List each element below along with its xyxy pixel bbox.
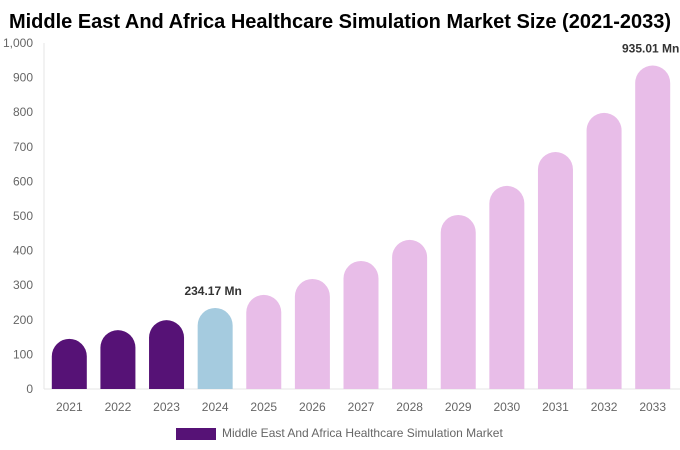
legend[interactable]: Middle East And Africa Healthcare Simula… <box>176 426 503 440</box>
y-tick-label: 600 <box>13 174 33 188</box>
bar-2024[interactable] <box>197 307 233 389</box>
x-tick-label: 2021 <box>56 400 83 414</box>
bar-2030[interactable] <box>489 185 525 389</box>
bar-2025[interactable] <box>246 294 282 389</box>
x-tick-label: 2024 <box>202 400 229 414</box>
x-tick-label: 2027 <box>348 400 375 414</box>
bar-2027[interactable] <box>343 260 379 389</box>
x-tick-label: 2025 <box>250 400 277 414</box>
legend-label: Middle East And Africa Healthcare Simula… <box>222 426 503 440</box>
y-tick-label: 900 <box>13 71 33 85</box>
bar-2032[interactable] <box>586 112 622 390</box>
data-label: 234.17 Mn <box>184 284 241 298</box>
y-tick-label: 300 <box>13 278 33 292</box>
y-tick-label: 800 <box>13 105 33 119</box>
bars <box>51 65 671 390</box>
bar-2023[interactable] <box>149 320 185 389</box>
x-tick-label: 2028 <box>396 400 423 414</box>
x-tick-label: 2030 <box>493 400 520 414</box>
y-tick-label: 1,000 <box>3 36 33 50</box>
bar-2022[interactable] <box>100 330 136 389</box>
bar-2029[interactable] <box>440 214 476 389</box>
y-tick-label: 100 <box>13 347 33 361</box>
y-tick-label: 400 <box>13 244 33 258</box>
y-tick-label: 200 <box>13 313 33 327</box>
bar-2028[interactable] <box>392 239 428 389</box>
data-labels: 234.17 Mn 935.01 Mn <box>184 41 679 297</box>
x-tick-label: 2032 <box>591 400 618 414</box>
chart-title: Middle East And Africa Healthcare Simula… <box>9 11 671 33</box>
x-tick-label: 2026 <box>299 400 326 414</box>
y-tick-label: 700 <box>13 140 33 154</box>
x-tick-label: 2029 <box>445 400 472 414</box>
x-tick-label: 2031 <box>542 400 569 414</box>
x-tick-label: 2022 <box>105 400 132 414</box>
x-axis: 2021 2022 2023 2024 2025 2026 2027 2028 2029 2030… <box>56 400 666 414</box>
x-tick-label: 2033 <box>639 400 666 414</box>
y-tick-label: 500 <box>13 209 33 223</box>
bar-2031[interactable] <box>537 151 573 389</box>
bar-2021[interactable] <box>51 338 87 389</box>
legend-swatch <box>176 428 216 440</box>
bar-2026[interactable] <box>294 278 330 389</box>
data-label: 935.01 Mn <box>622 41 679 55</box>
x-tick-label: 2023 <box>153 400 180 414</box>
bar-2033[interactable] <box>635 65 671 389</box>
y-tick-label: 0 <box>26 382 33 396</box>
